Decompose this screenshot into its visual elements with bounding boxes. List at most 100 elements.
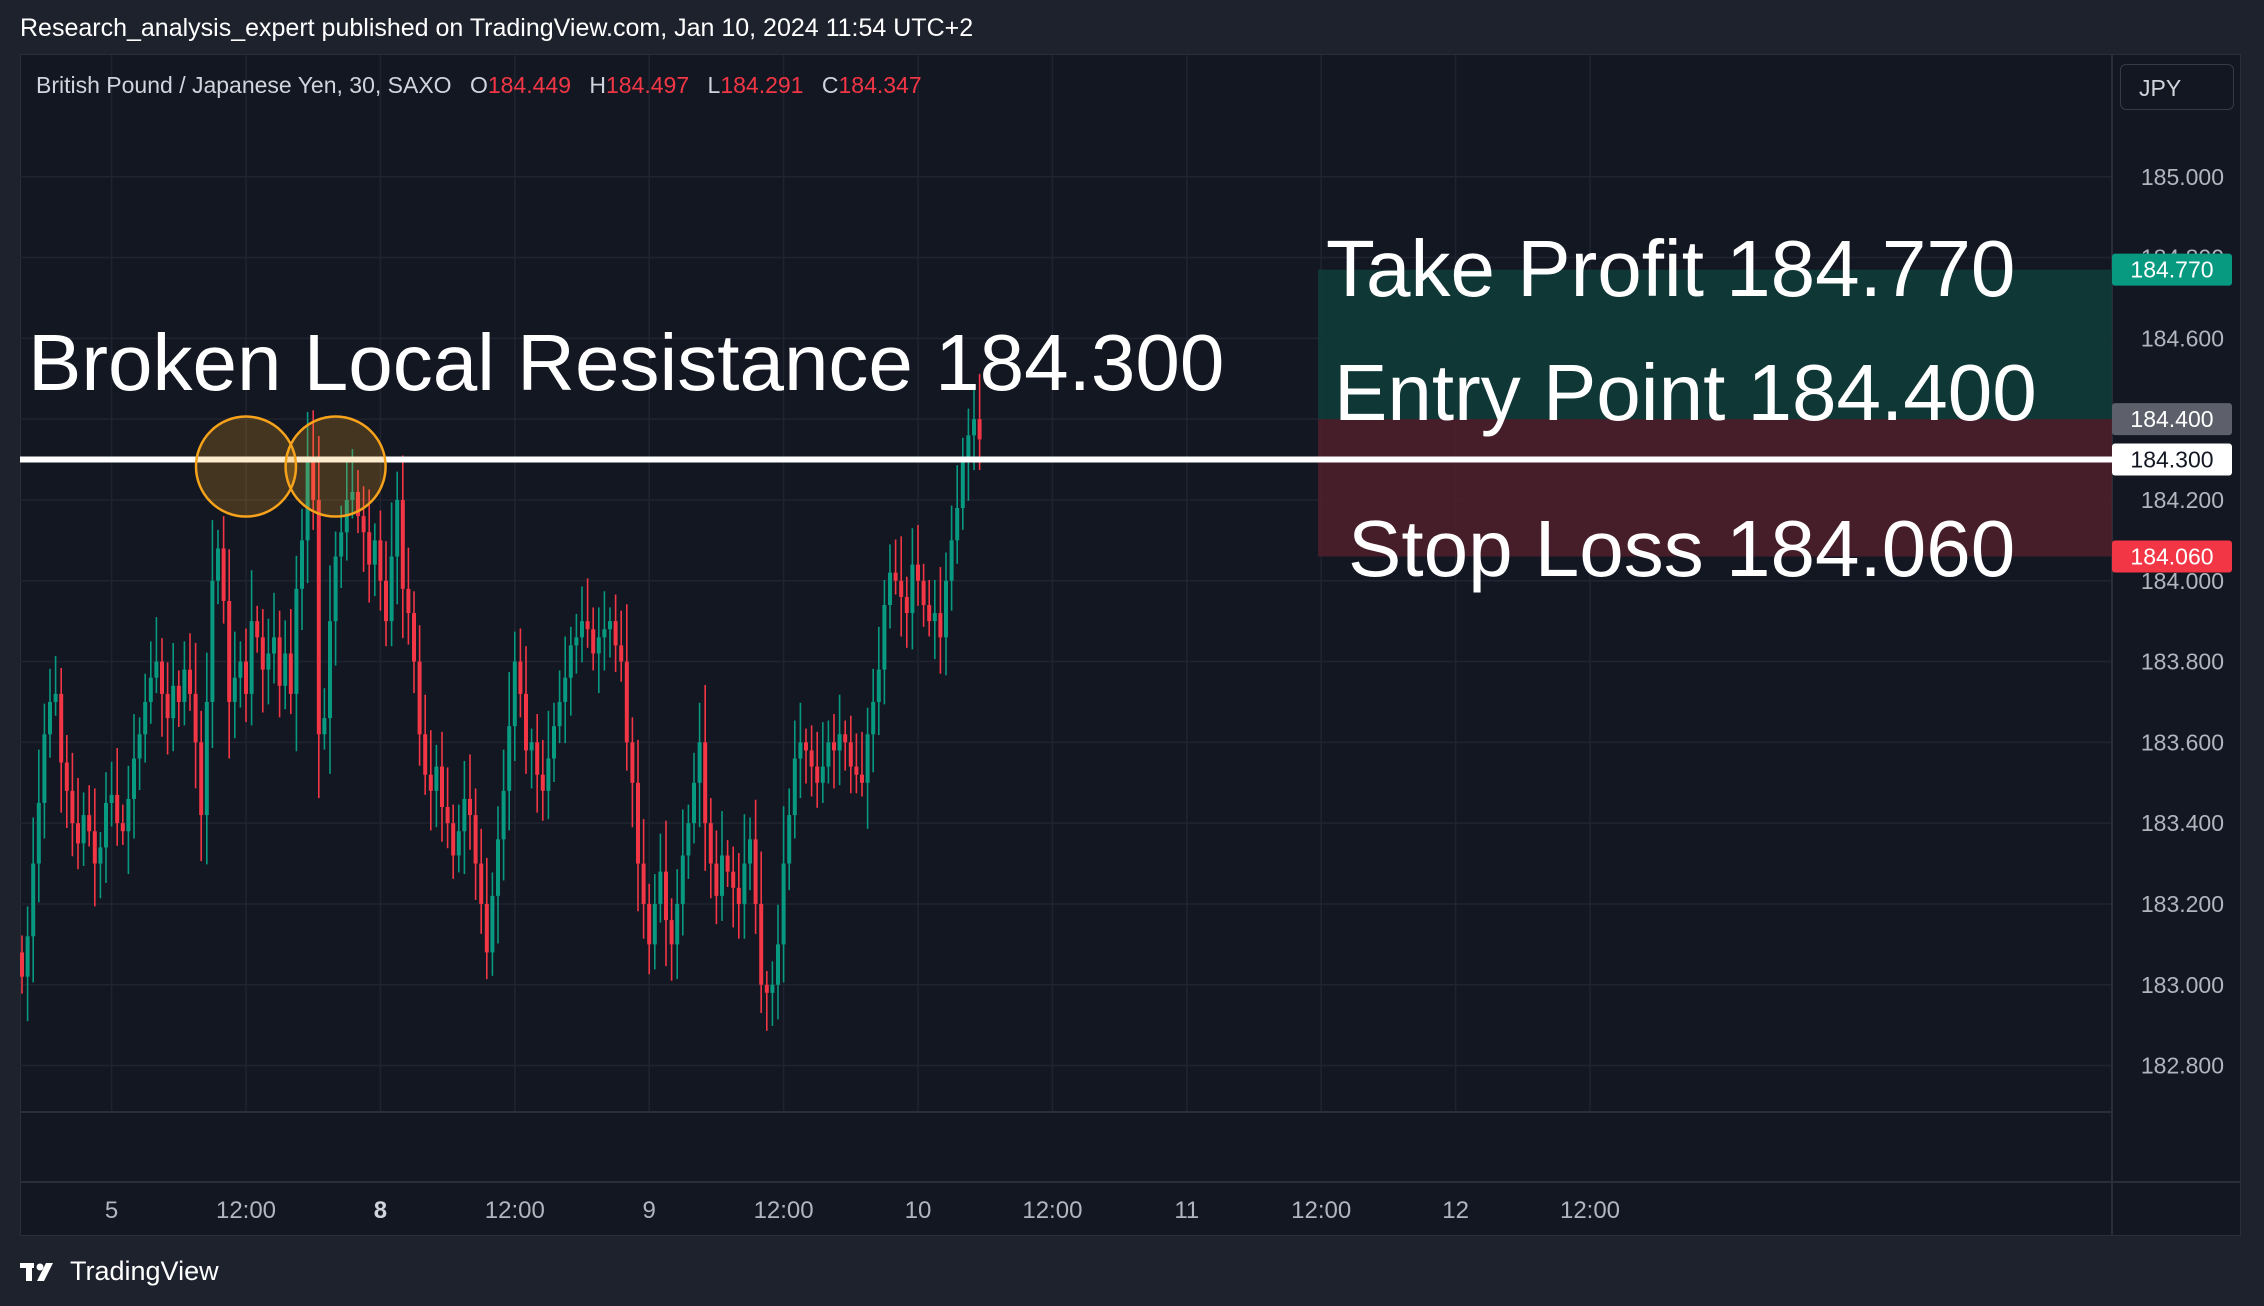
- symbol-description: British Pound / Japanese Yen, 30, SAXO: [36, 72, 452, 98]
- candle-body: [395, 499, 400, 557]
- candle-body: [266, 653, 271, 670]
- candle-body: [518, 661, 523, 694]
- candle-body: [176, 685, 181, 702]
- candle-body: [473, 815, 478, 864]
- candle-body: [787, 815, 792, 864]
- candle-body: [664, 871, 668, 921]
- open-value: 184.449: [487, 72, 571, 98]
- candle-body: [848, 742, 853, 767]
- price-tick-label: 183.400: [2141, 810, 2224, 836]
- candle-body: [462, 798, 467, 832]
- candle-body: [938, 613, 943, 638]
- candle-body: [171, 685, 176, 719]
- candle-body: [188, 669, 192, 694]
- tradingview-logo-icon: [20, 1262, 53, 1281]
- time-tick-label: 12:00: [1291, 1197, 1351, 1224]
- candle-body: [137, 734, 142, 759]
- candle-body: [736, 887, 741, 904]
- candle-body: [361, 516, 366, 533]
- candle-body: [647, 903, 652, 945]
- candle-body: [686, 823, 691, 856]
- candle-body: [238, 661, 243, 678]
- published-caption: Research_analysis_expert published on Tr…: [20, 14, 974, 42]
- candle-body: [888, 572, 892, 605]
- price-tick-label: 182.800: [2141, 1053, 2224, 1079]
- candle-body: [160, 661, 164, 694]
- candle-body: [944, 580, 948, 638]
- chart-pane[interactable]: [20, 54, 2241, 1236]
- candle-body: [966, 435, 971, 460]
- time-tick-label: 5: [105, 1197, 118, 1224]
- resistance-price-tag-bg: [2112, 443, 2232, 476]
- candle-body: [316, 499, 321, 735]
- candle-body: [619, 645, 624, 662]
- candle-body: [725, 855, 730, 872]
- candle-body: [820, 766, 825, 783]
- time-tick-label: 11: [1174, 1197, 1199, 1224]
- candle-body: [512, 661, 517, 727]
- candle-body: [210, 580, 215, 702]
- candle-body: [837, 734, 842, 751]
- candle-body: [708, 823, 713, 864]
- candle-body: [770, 984, 775, 993]
- candle-body: [328, 621, 332, 719]
- candle-body: [143, 701, 148, 735]
- candle-body: [552, 726, 556, 759]
- candle-body: [563, 677, 568, 702]
- candle-body: [714, 863, 719, 896]
- currency-button[interactable]: JPY: [2120, 64, 2234, 110]
- candle-body: [76, 823, 80, 844]
- open-label: O: [469, 72, 488, 98]
- candle-body: [501, 790, 506, 840]
- candle-body: [59, 693, 64, 763]
- resistance-price-tag: 184.300: [2130, 447, 2213, 473]
- candle-body: [277, 637, 282, 686]
- candle-body: [960, 459, 965, 509]
- candle-body: [92, 831, 97, 864]
- candle-body: [613, 621, 618, 646]
- candle-body: [300, 540, 304, 589]
- candle-body: [972, 419, 976, 436]
- candle-body: [630, 742, 635, 783]
- tradingview-logo[interactable]: TradingView: [20, 1256, 219, 1287]
- high-label: H: [589, 72, 606, 98]
- candle-body: [904, 596, 909, 614]
- candle-body: [921, 580, 926, 605]
- time-tick-label: 12: [1442, 1197, 1469, 1224]
- candle-body: [776, 944, 780, 985]
- price-tick-label: 183.000: [2141, 972, 2224, 998]
- candle-body: [809, 750, 814, 767]
- candle-body: [546, 758, 551, 791]
- candle-body: [658, 871, 663, 904]
- low-label: L: [707, 72, 721, 98]
- candle-body: [165, 693, 170, 719]
- take-profit-price-tag: 184.770: [2130, 257, 2213, 283]
- candle-body: [36, 802, 41, 864]
- candle-body: [490, 895, 495, 953]
- ohlc-legend: British Pound / Japanese Yen, 30, SAXO O…: [36, 72, 922, 99]
- candle-body: [697, 742, 702, 783]
- candle-body: [540, 774, 545, 791]
- price-tick-label: 183.200: [2141, 891, 2224, 917]
- candle-body: [596, 637, 601, 654]
- candle-body: [148, 677, 153, 702]
- time-tick-label: 10: [905, 1197, 932, 1224]
- candle-body: [949, 540, 954, 581]
- stop-loss-price-tag-bg: [2112, 540, 2232, 573]
- take-profit-zone: [1318, 269, 2112, 420]
- close-value: 184.347: [838, 72, 922, 98]
- candle-body: [832, 742, 836, 751]
- candle-body: [860, 774, 864, 783]
- candle-body: [680, 855, 685, 904]
- candle-body: [104, 802, 108, 848]
- candle-body: [484, 903, 489, 953]
- stop-loss-zone: [1318, 419, 2112, 557]
- candle-body: [199, 742, 204, 816]
- candle-body: [283, 653, 288, 686]
- candle-body: [109, 794, 114, 803]
- candle-body: [260, 637, 265, 670]
- candle-body: [815, 766, 820, 783]
- candle-body: [675, 903, 680, 945]
- candle-body: [507, 726, 512, 791]
